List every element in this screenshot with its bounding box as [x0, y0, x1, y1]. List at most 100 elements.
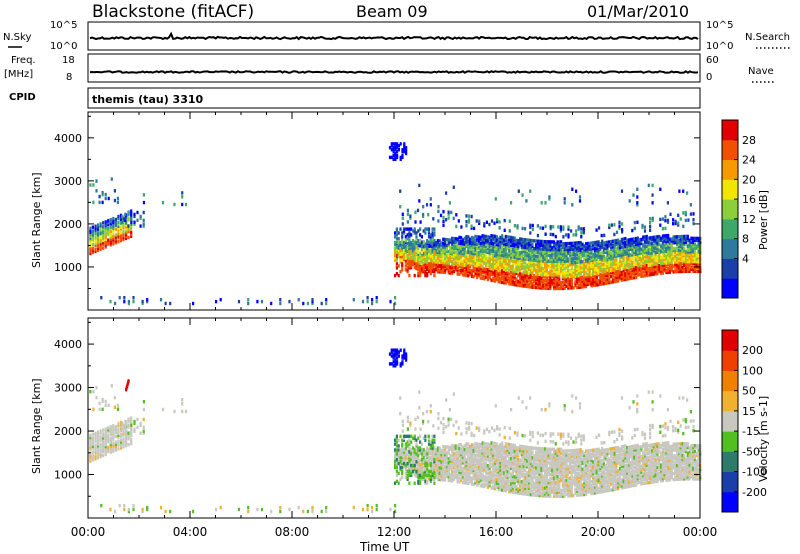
data-cell — [424, 231, 427, 235]
data-cell — [552, 282, 556, 287]
data-cell — [611, 239, 614, 243]
data-cell — [586, 278, 589, 283]
data-cell — [672, 222, 675, 226]
data-cell — [570, 259, 573, 263]
data-cell — [481, 243, 484, 248]
data-cell — [451, 265, 454, 270]
data-cell — [643, 235, 647, 239]
data-cell — [406, 257, 409, 261]
data-cell — [117, 427, 120, 432]
data-cell — [627, 251, 630, 256]
data-cell — [435, 452, 438, 456]
data-cell — [622, 262, 625, 266]
data-cell — [688, 240, 691, 244]
data-cell — [460, 468, 463, 473]
data-cell — [533, 248, 536, 253]
data-cell — [624, 248, 627, 253]
data-cell — [590, 253, 593, 257]
data-cell — [652, 255, 655, 259]
data-cell — [461, 244, 464, 248]
data-cell — [397, 459, 400, 464]
data-cell — [540, 264, 543, 269]
data-cell — [683, 252, 686, 256]
data-cell — [693, 250, 697, 254]
data-cell — [688, 248, 691, 252]
data-cell — [122, 437, 125, 441]
data-cell — [477, 450, 481, 454]
data-cell — [693, 238, 697, 242]
data-cell — [536, 247, 539, 251]
data-cell — [572, 260, 575, 265]
date-label: 01/Mar/2010 — [587, 2, 689, 21]
data-cell — [577, 283, 581, 288]
data-cell — [390, 362, 393, 366]
data-cell — [436, 458, 439, 462]
data-cell — [447, 240, 450, 244]
data-cell — [426, 266, 429, 270]
data-cell — [574, 247, 577, 251]
data-cell — [472, 240, 475, 244]
data-cell — [531, 260, 534, 264]
data-cell — [538, 243, 541, 247]
data-cell — [574, 254, 577, 259]
data-cell — [486, 248, 489, 253]
data-cell — [608, 280, 611, 285]
data-cell — [420, 235, 423, 239]
data-cell — [91, 250, 94, 255]
data-cell — [590, 245, 593, 249]
data-cell — [492, 484, 495, 488]
data-cell — [102, 428, 105, 432]
data-cell — [117, 443, 120, 447]
data-cell — [438, 258, 441, 262]
data-cell — [622, 264, 625, 268]
data-cell — [543, 253, 547, 257]
data-cell — [608, 277, 611, 281]
data-cell — [479, 450, 482, 455]
data-cell — [401, 258, 404, 262]
data-cell — [431, 477, 434, 481]
data-cell — [651, 270, 654, 275]
data-cell — [522, 247, 525, 251]
data-cell — [547, 282, 550, 287]
data-cell — [458, 253, 461, 257]
data-cell — [127, 419, 130, 423]
data-cell — [564, 233, 568, 237]
data-cell — [635, 258, 638, 262]
data-cell — [581, 254, 584, 258]
data-cell — [395, 247, 398, 251]
data-cell — [410, 467, 413, 471]
data-cell — [658, 269, 661, 274]
data-cell — [574, 253, 577, 257]
data-cell — [112, 431, 115, 436]
data-cell — [394, 250, 397, 254]
data-cell — [429, 265, 432, 270]
data-cell — [529, 275, 532, 279]
data-cell — [481, 455, 484, 459]
data-cell — [467, 258, 470, 262]
data-cell — [433, 467, 436, 472]
data-cell — [497, 243, 500, 247]
data-cell — [524, 261, 527, 265]
data-cell — [649, 255, 652, 259]
data-cell — [542, 268, 545, 273]
data-cell — [91, 229, 94, 233]
data-cell — [394, 352, 397, 356]
data-cell — [440, 450, 443, 454]
data-cell — [663, 269, 666, 273]
data-cell — [586, 249, 589, 254]
data-cell — [624, 266, 627, 270]
data-cell — [465, 271, 468, 276]
data-cell — [463, 463, 466, 467]
data-cell — [604, 271, 607, 276]
data-cell — [470, 453, 473, 457]
data-cell — [651, 265, 654, 269]
data-cell — [549, 284, 552, 289]
data-cell — [119, 237, 123, 241]
data-cell — [543, 272, 547, 277]
data-cell — [565, 284, 568, 288]
data-cell — [463, 244, 466, 248]
data-cell — [442, 474, 445, 478]
data-cell — [552, 244, 556, 248]
data-cell — [427, 250, 431, 254]
data-cell — [633, 268, 636, 272]
